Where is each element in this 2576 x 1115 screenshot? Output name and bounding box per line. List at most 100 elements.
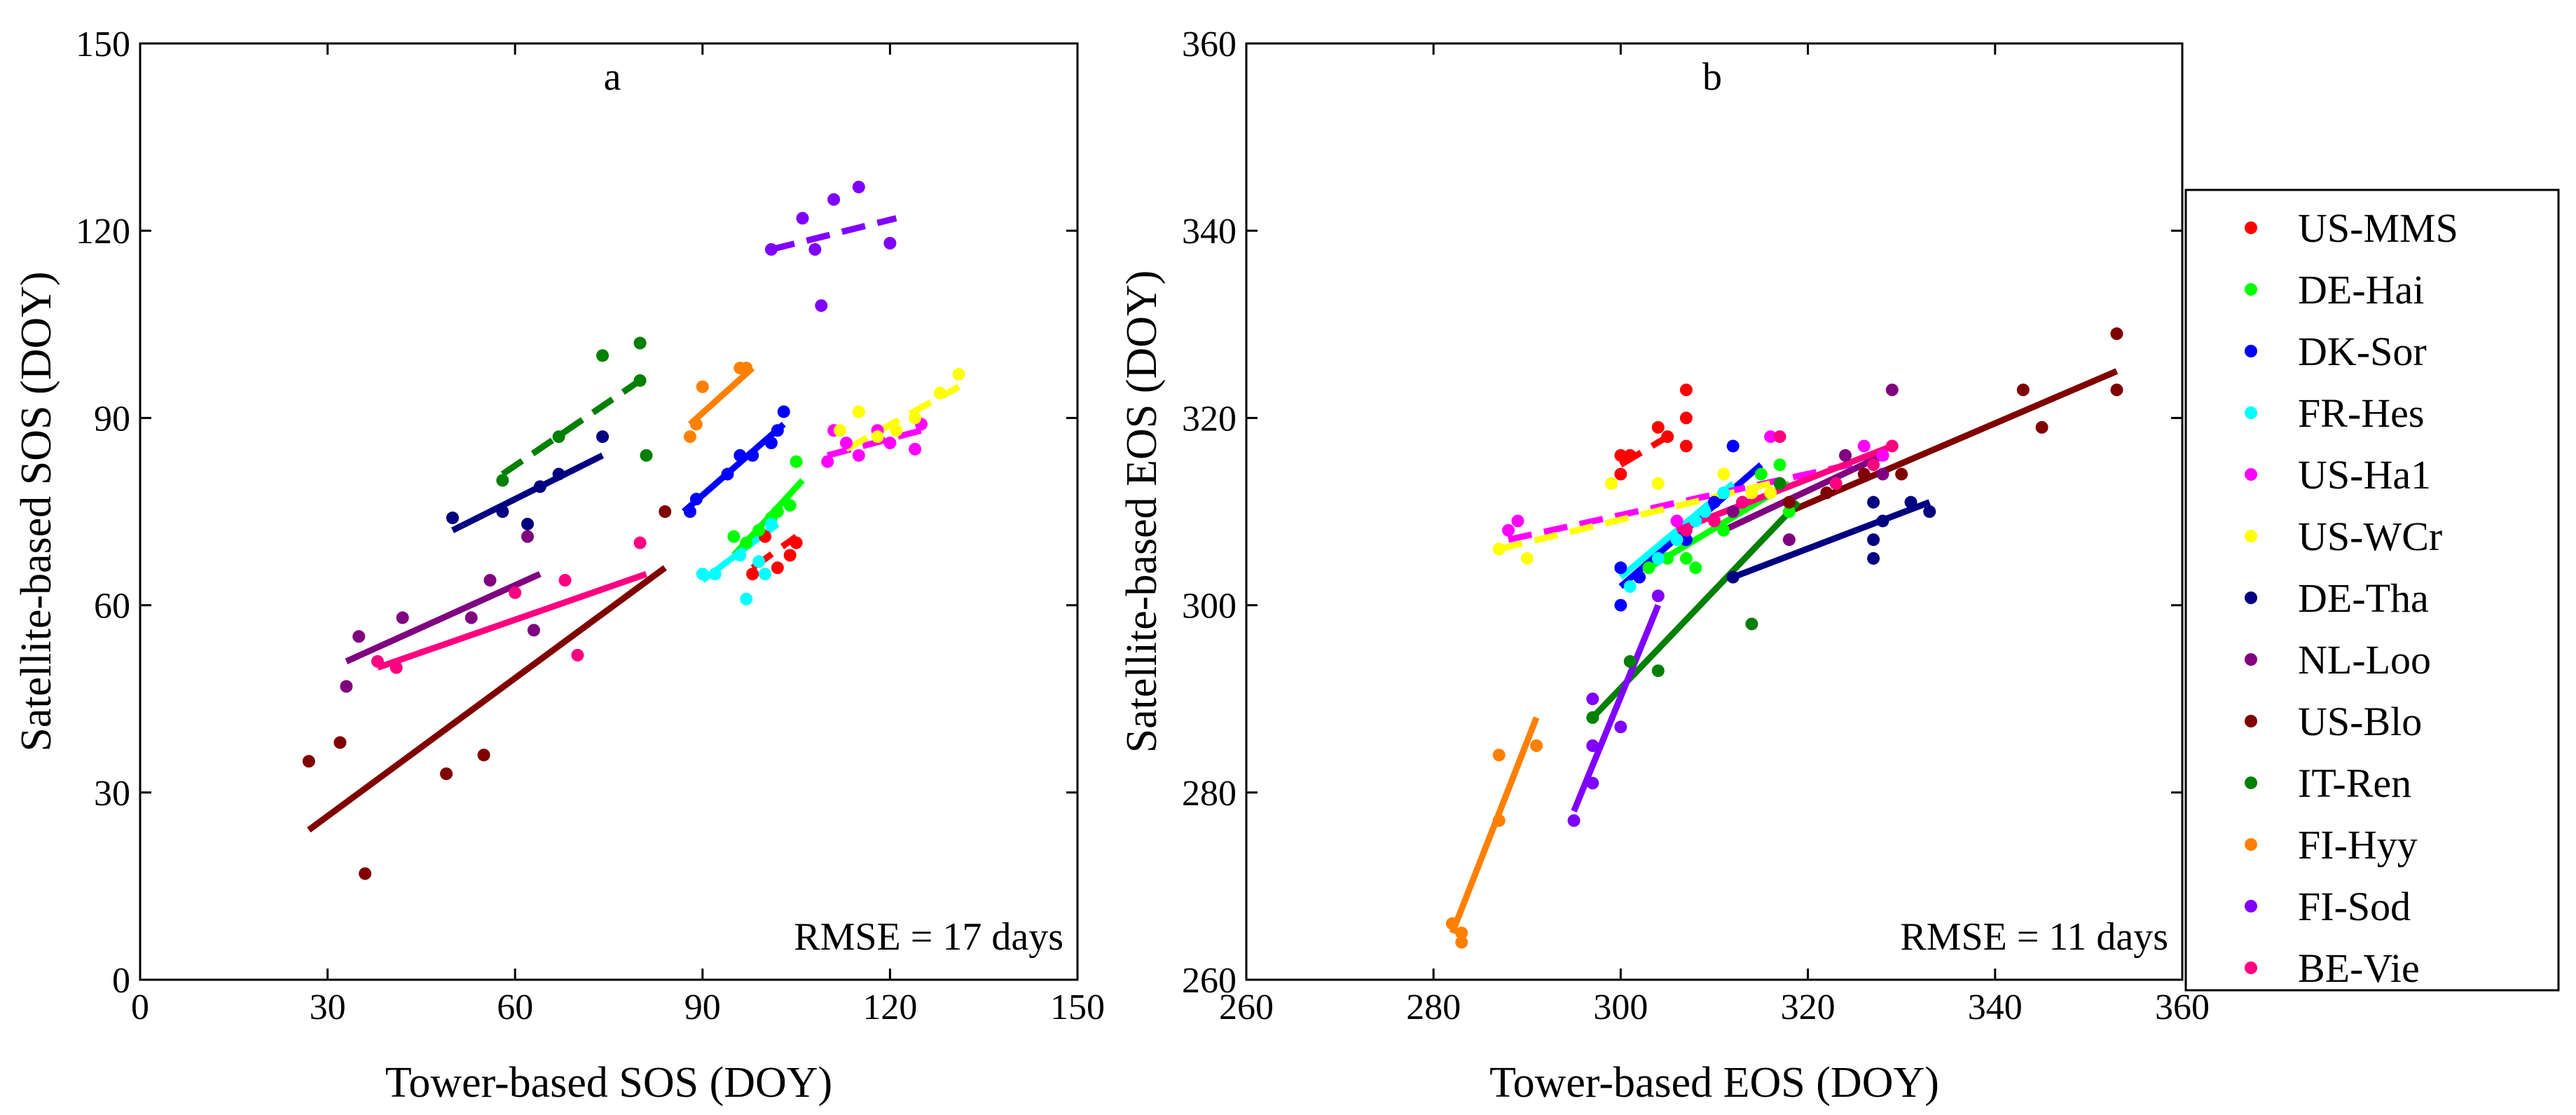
data-point-fi-hyy (1445, 917, 1459, 930)
legend-entry-de-hai: DE-Hai (2245, 267, 2424, 313)
data-point-us-mms (790, 536, 803, 549)
panel-a-rmse-annotation: RMSE = 17 days (794, 915, 1063, 959)
data-point-us-mms (771, 561, 784, 575)
data-point-fi-hyy (1455, 926, 1468, 940)
data-point-fi-hyy (1455, 936, 1468, 949)
data-point-it-ren (1745, 617, 1758, 631)
panel-b-points (1445, 327, 2123, 949)
fit-line-fi-hyy (1449, 716, 1540, 934)
data-point-us-blo (477, 748, 490, 762)
panel-a-y-axis-label: Satellite-based SOS (DOY) (13, 271, 60, 751)
data-point-be-vie (1867, 458, 1880, 472)
legend-entry-it-ren: IT-Ren (2245, 760, 2411, 806)
data-point-us-ha1 (821, 455, 834, 468)
data-point-be-vie (558, 573, 572, 587)
data-point-nl-loo (340, 680, 353, 693)
y-tick-label: 320 (1182, 399, 1237, 439)
y-tick-label: 340 (1182, 212, 1237, 252)
fit-line-it-ren (500, 378, 642, 477)
data-point-it-ren (496, 474, 509, 487)
data-point-fi-sod (1586, 692, 1599, 706)
data-point-us-blo (1857, 467, 1871, 481)
x-tick-label: 150 (1050, 987, 1105, 1027)
legend-label: BE-Vie (2298, 945, 2420, 991)
data-point-dk-sor (689, 493, 703, 506)
data-point-dk-sor (1614, 598, 1627, 612)
legend-marker (2245, 221, 2257, 234)
data-point-fi-hyy (740, 362, 753, 375)
data-point-de-hai (740, 536, 753, 549)
data-point-fr-hes (696, 568, 709, 581)
legend-label: US-Blo (2298, 699, 2422, 744)
data-point-fi-hyy (1530, 739, 1543, 752)
legend-marker (2245, 530, 2257, 542)
data-point-fr-hes (759, 568, 771, 581)
panel-b-y-axis-label: Satellite-based EOS (DOY) (1118, 271, 1166, 753)
data-point-us-mms (783, 549, 797, 562)
data-point-fr-hes (740, 592, 753, 606)
legend-label: US-MMS (2298, 205, 2458, 251)
data-point-be-vie (509, 586, 522, 599)
data-point-us-wcr (1717, 467, 1730, 481)
data-point-de-hai (1689, 561, 1702, 575)
data-point-fr-hes (1623, 580, 1637, 593)
data-point-de-hai (1773, 458, 1786, 472)
legend-label: FR-Hes (2298, 390, 2424, 436)
data-point-nl-loo (521, 530, 535, 543)
fit-line-fi-sod (1571, 603, 1662, 813)
data-point-de-hai (1754, 467, 1768, 481)
data-point-be-vie (371, 655, 384, 668)
data-point-us-wcr (952, 368, 965, 381)
data-point-us-wcr (834, 424, 847, 437)
data-point-dk-sor (683, 505, 696, 518)
data-point-us-mms (1661, 430, 1674, 444)
data-point-us-mms (1679, 411, 1693, 425)
data-point-fi-hyy (1492, 748, 1506, 762)
data-point-fr-hes (764, 517, 778, 531)
data-point-dk-sor (771, 424, 784, 437)
data-point-dk-sor (1708, 495, 1721, 509)
legend-marker (2245, 591, 2257, 604)
data-point-us-wcr (1492, 542, 1506, 556)
data-point-fi-sod (1567, 814, 1580, 827)
data-point-de-hai (1642, 561, 1655, 575)
data-point-us-blo (333, 736, 347, 749)
data-point-be-vie (390, 661, 403, 674)
data-point-fr-hes (1689, 514, 1702, 528)
data-point-us-ha1 (1876, 449, 1889, 462)
data-point-fi-sod (852, 180, 865, 193)
legend-entry-fi-sod: FI-Sod (2245, 884, 2411, 929)
data-point-it-ren (596, 349, 609, 362)
panel-a-points (302, 180, 965, 880)
data-point-dk-sor (1726, 439, 1740, 453)
data-point-fi-sod (815, 299, 828, 313)
legend-label: FI-Sod (2298, 884, 2411, 929)
y-tick-label: 300 (1182, 587, 1237, 627)
y-tick-label: 360 (1182, 25, 1237, 64)
data-point-us-blo (359, 867, 372, 880)
fit-line-nl-loo (1722, 452, 1885, 533)
data-point-nl-loo (1726, 505, 1740, 518)
legend-entry-be-vie: BE-Vie (2245, 945, 2420, 991)
data-point-be-vie (1829, 477, 1843, 490)
data-point-be-vie (1679, 524, 1693, 537)
x-tick-label: 300 (1593, 987, 1648, 1027)
y-tick-label: 90 (94, 399, 130, 439)
panel-b-fit-lines (1449, 368, 2119, 934)
data-point-dk-sor (733, 449, 747, 462)
data-point-fi-hyy (683, 430, 696, 444)
data-point-fr-hes (733, 549, 747, 562)
panel-a-x-axis-label: Tower-based SOS (DOY) (385, 1059, 832, 1107)
legend-entry-dk-sor: DK-Sor (2245, 329, 2427, 374)
panel-b-rmse-annotation: RMSE = 11 days (1900, 915, 2168, 959)
data-point-nl-loo (1782, 533, 1796, 547)
data-point-dk-sor (777, 405, 790, 418)
legend-marker (2245, 777, 2257, 789)
x-tick-label: 120 (862, 987, 917, 1027)
fit-line-de-tha (1732, 499, 1931, 580)
legend-label: DE-Tha (2298, 575, 2429, 621)
data-point-de-tha (1876, 514, 1889, 528)
legend-entry-us-ha1: US-Ha1 (2245, 452, 2431, 498)
fit-line-fi-sod (770, 215, 897, 253)
